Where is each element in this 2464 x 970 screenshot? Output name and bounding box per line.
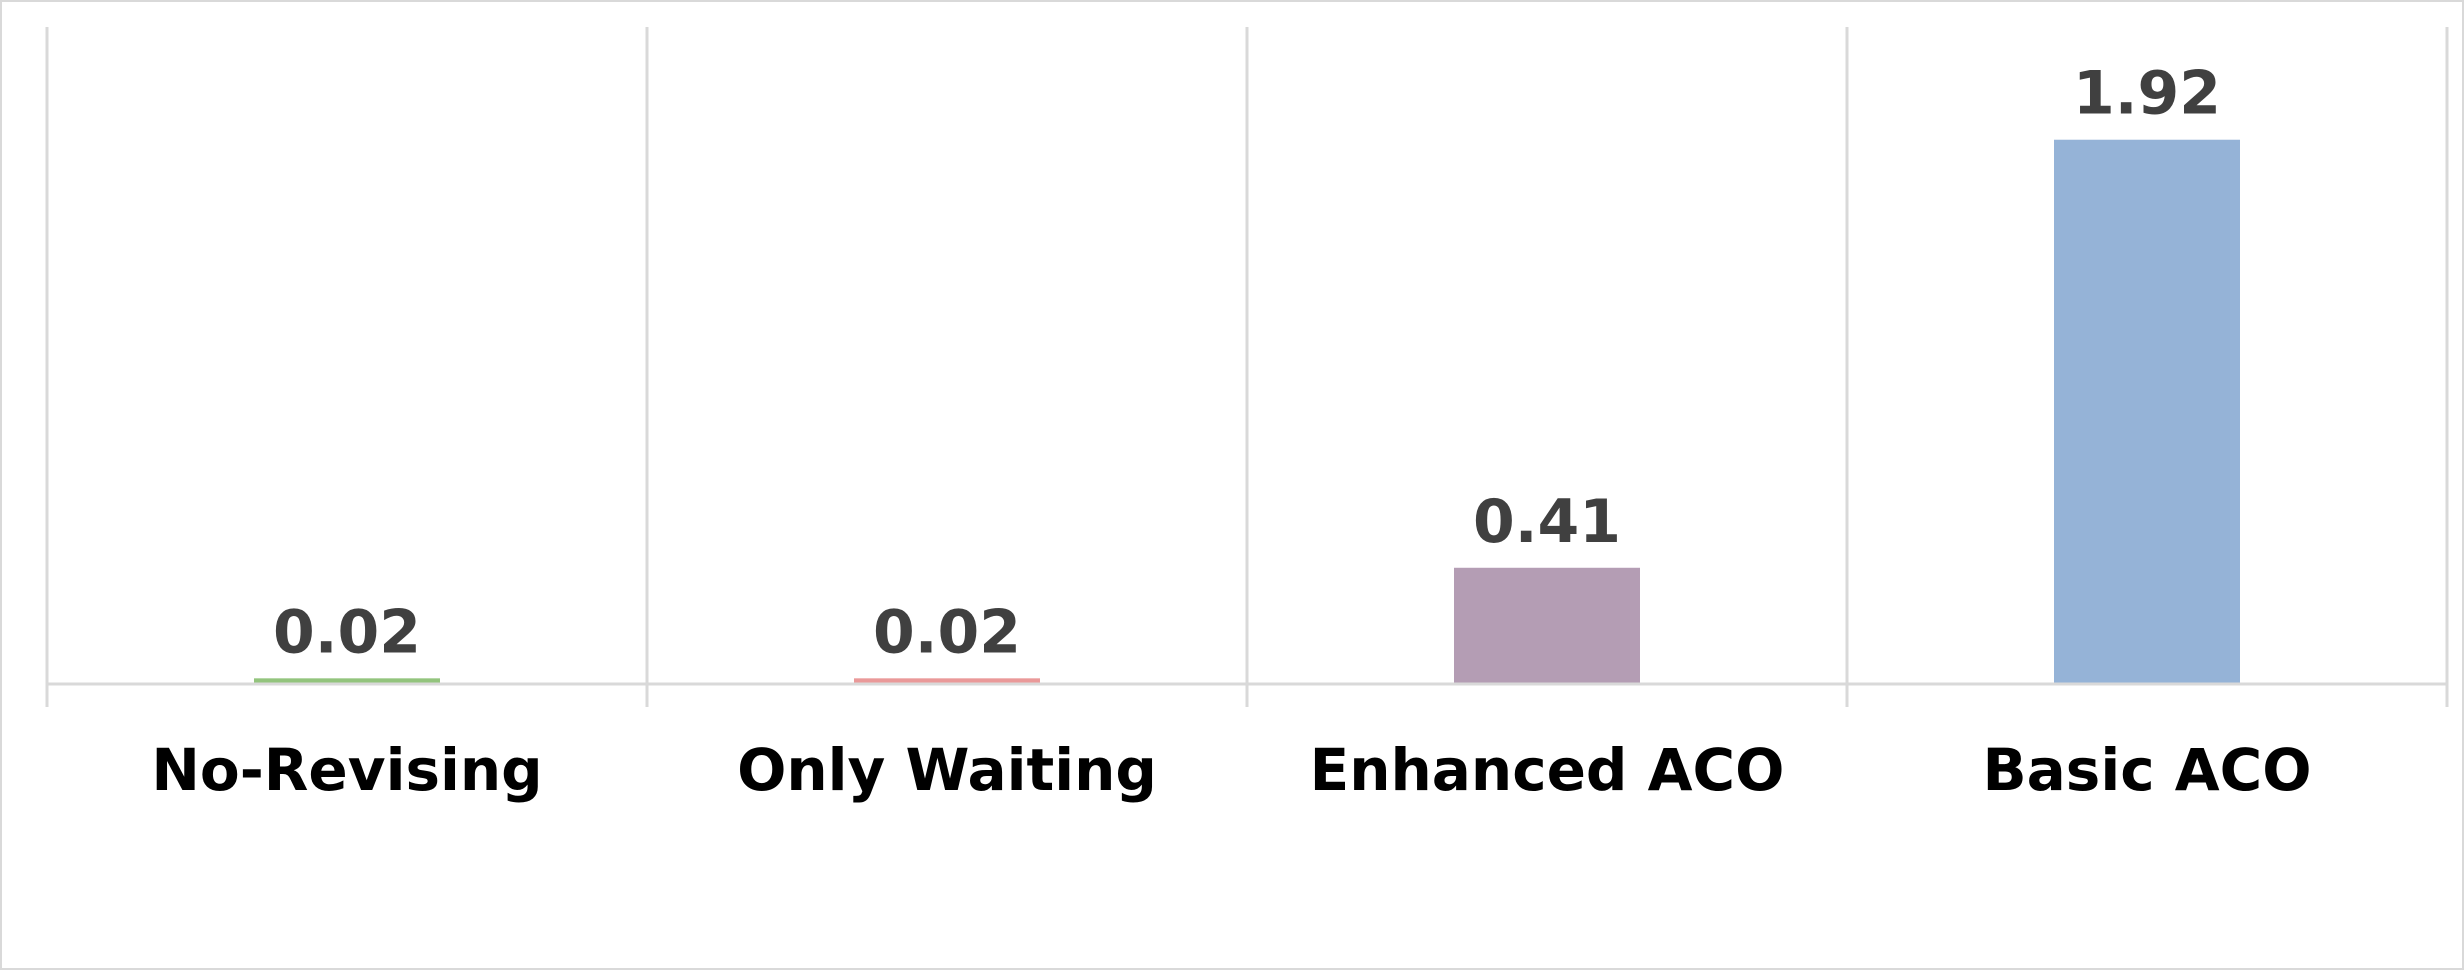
category-separators xyxy=(45,27,2449,707)
data-label: 1.92 xyxy=(2073,59,2221,129)
category-labels: No-Revising Only Waiting Enhanced ACO Basic… xyxy=(151,736,2311,804)
category-label: Only Waiting xyxy=(737,736,1157,804)
category-label: Basic ACO xyxy=(1982,736,2311,804)
category-label: Enhanced ACO xyxy=(1310,736,1785,804)
data-label: 0.02 xyxy=(273,597,421,667)
data-label: 0.41 xyxy=(1473,487,1621,557)
bar xyxy=(854,678,1040,684)
bar xyxy=(2054,139,2240,684)
bar xyxy=(1454,567,1640,684)
category-label: No-Revising xyxy=(151,736,542,804)
bars xyxy=(254,139,2240,684)
bar xyxy=(254,678,440,684)
data-label: 0.02 xyxy=(873,597,1021,667)
value-labels: 0.02 0.02 0.41 1.92 xyxy=(273,59,2221,668)
